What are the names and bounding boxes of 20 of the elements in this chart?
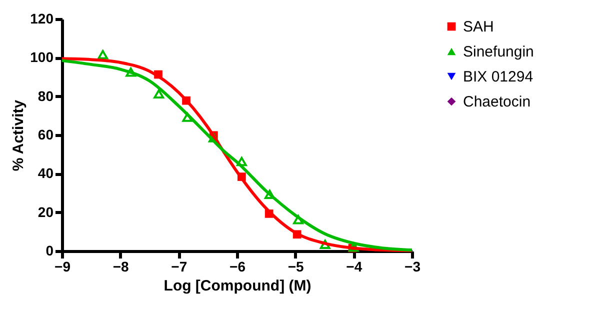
y-tick-label: 100 xyxy=(30,49,54,66)
x-tick-label: −8 xyxy=(112,258,130,274)
x-axis-title: Log [Compound] (M) xyxy=(164,278,312,294)
y-tick-label: 80 xyxy=(38,88,54,104)
y-tick-label: 40 xyxy=(38,165,54,182)
x-tick-label: −4 xyxy=(346,258,362,274)
y-tick-label: 60 xyxy=(38,126,54,142)
y-tick-label: 20 xyxy=(38,204,54,220)
legend-label: BIX 01294 xyxy=(463,68,534,86)
x-tick-label: −6 xyxy=(230,258,246,274)
x-tick-label: −5 xyxy=(288,258,304,274)
y-tick-label: 120 xyxy=(30,10,54,26)
legend-label: Chaetocin xyxy=(463,94,531,110)
x-tick-label: −3 xyxy=(404,258,421,274)
legend-label: Sinefungin xyxy=(463,44,534,60)
x-tick-label: −7 xyxy=(171,258,188,274)
y-tick-label: 0 xyxy=(46,242,54,258)
y-axis-title: % Activity xyxy=(10,99,28,172)
legend-label: SAH xyxy=(463,18,494,36)
x-tick-label: −9 xyxy=(54,258,71,274)
